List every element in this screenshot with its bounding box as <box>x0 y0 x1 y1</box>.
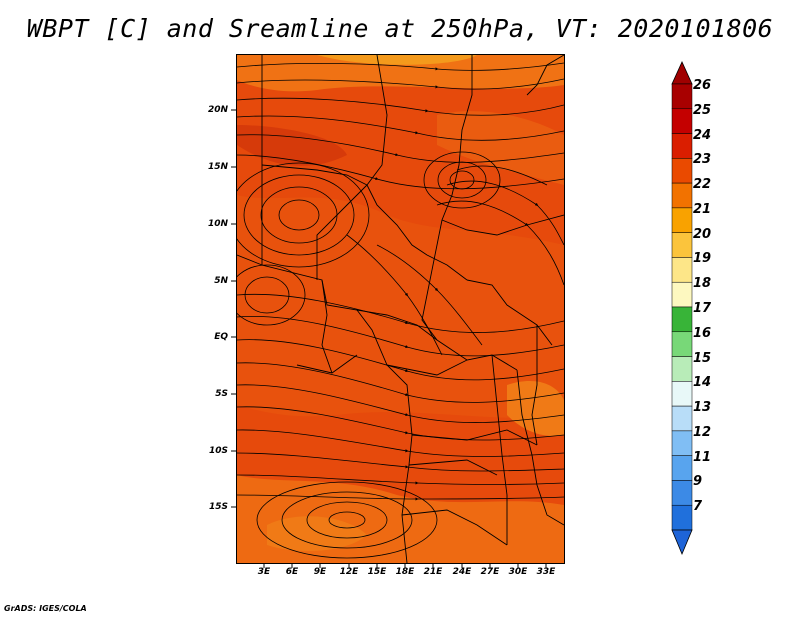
colorbar-label: 12 <box>693 424 712 440</box>
colorbar-cell <box>671 504 693 531</box>
colorbar-cell <box>671 108 693 134</box>
lat-label-15n: 15N <box>207 162 228 172</box>
colorbar <box>671 61 693 556</box>
colorbar-label: 25 <box>693 102 712 118</box>
lat-label-5n: 5N <box>214 276 228 286</box>
colorbar-cell <box>671 207 693 233</box>
colorbar-cell <box>671 331 693 357</box>
colorbar-cell <box>671 281 693 308</box>
colorbar-cell <box>671 232 693 258</box>
lon-label-24e: 24E <box>452 567 472 577</box>
lon-label-27e: 27E <box>480 567 500 577</box>
circulation-swirls <box>237 151 501 559</box>
wbpt-central-band <box>237 195 564 418</box>
colorbar-top-arrow <box>671 61 693 85</box>
wbpt-pale-patch-south <box>267 516 367 551</box>
colorbar-label: 14 <box>693 375 712 391</box>
wbpt-pale-patch-north <box>317 55 477 65</box>
lon-label-3e: 3E <box>257 567 271 577</box>
wbpt-patch-east <box>507 380 564 436</box>
colorbar-cell <box>671 158 693 184</box>
colorbar-cell <box>671 455 693 481</box>
colorbar-label: 17 <box>693 301 712 316</box>
lon-label-6e: 6E <box>285 567 299 577</box>
lat-label-10s: 10S <box>208 446 228 456</box>
colorbar-cell <box>671 430 693 456</box>
colorbar-cell <box>671 306 693 333</box>
map-svg <box>237 55 564 563</box>
colorbar-label: 21 <box>693 201 712 217</box>
colorbar-label: 23 <box>693 152 712 168</box>
lon-label-33e: 33E <box>536 567 556 577</box>
colorbar-label: 9 <box>693 474 703 490</box>
colorbar-cell <box>671 133 693 159</box>
colorbar-bottom-arrow <box>671 529 693 556</box>
lat-label-10n: 10N <box>207 219 228 229</box>
colorbar-cell <box>671 83 693 110</box>
colorbar-label: 22 <box>693 177 712 193</box>
lon-label-9e: 9E <box>313 567 327 577</box>
colorbar-label: 20 <box>693 226 712 242</box>
colorbar-cell <box>671 182 693 209</box>
lon-label-12e: 12E <box>339 567 359 577</box>
colorbar-label: 11 <box>693 449 712 465</box>
credit-label: GrADS: IGES/COLA <box>4 604 87 613</box>
colorbar-label: 26 <box>693 78 712 93</box>
wbpt-warm-band-north <box>237 55 564 92</box>
colorbar-label: 13 <box>693 400 712 416</box>
lon-label-21e: 21E <box>423 567 443 577</box>
lat-label-15s: 15S <box>208 502 228 512</box>
colorbar-cell <box>671 257 693 283</box>
colorbar-cell <box>671 356 693 382</box>
lon-label-18e: 18E <box>395 567 415 577</box>
lat-label-5s: 5S <box>215 389 228 399</box>
colorbar-cell <box>671 381 693 407</box>
colorbar-label: 24 <box>693 127 712 143</box>
country-boundaries <box>237 55 564 563</box>
lon-label-15e: 15E <box>367 567 387 577</box>
colorbar-label: 7 <box>693 499 703 515</box>
wbpt-patch-northeast <box>437 111 564 185</box>
colorbar-label: 18 <box>693 276 712 292</box>
map-panel <box>236 54 565 564</box>
chart-title: WBPT [C] and Sreamline at 250hPa, VT: 20… <box>26 14 774 43</box>
colorbar-cells <box>671 83 693 531</box>
colorbar-cell <box>671 405 693 432</box>
streamlines <box>237 62 564 501</box>
colorbar-cell <box>671 480 693 506</box>
colorbar-label: 19 <box>693 251 712 267</box>
lat-label-20n: 20N <box>207 105 228 115</box>
colorbar-label: 15 <box>693 350 712 366</box>
colorbar-label: 16 <box>693 325 712 341</box>
lon-label-30e: 30E <box>508 567 528 577</box>
lat-label-eq: EQ <box>214 332 228 342</box>
